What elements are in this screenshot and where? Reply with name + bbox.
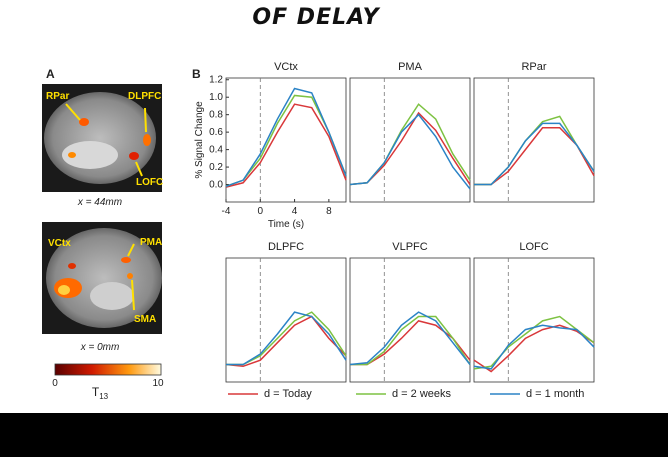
region-label: VCtx bbox=[48, 238, 71, 249]
series-line bbox=[225, 87, 347, 187]
charts: VCtx 0.0 0.2 0.4 0.6 0.8 1.0 1.2 -4 0 4 8 Time (s) % … bbox=[194, 61, 595, 400]
plot-frame bbox=[225, 77, 347, 203]
series-line bbox=[225, 315, 347, 368]
series-line bbox=[349, 113, 471, 190]
caption: x = 0mm bbox=[80, 342, 120, 353]
colorbar-label-sub: 13 bbox=[99, 392, 108, 401]
slide-title: OF DELAY bbox=[252, 5, 380, 30]
colorbar-min: 0 bbox=[52, 378, 58, 389]
y-tick-label: 0.2 bbox=[209, 162, 223, 173]
region-label: DLPFC bbox=[128, 91, 161, 102]
panel-label: B bbox=[192, 67, 201, 81]
caption: x = 44mm bbox=[77, 197, 122, 208]
plot-frame bbox=[349, 77, 471, 203]
brain-image bbox=[42, 84, 162, 192]
legend-label: d = Today bbox=[264, 388, 312, 400]
y-axis-label: % Signal Change bbox=[194, 101, 205, 179]
legend-label: d = 1 month bbox=[526, 388, 584, 400]
brain-image bbox=[42, 222, 162, 334]
series-line bbox=[350, 315, 471, 366]
panel-label: A bbox=[46, 67, 55, 81]
plot-frame bbox=[473, 257, 595, 383]
colorbar-label-main: T bbox=[92, 385, 100, 399]
x-axis-label: Time (s) bbox=[268, 219, 304, 230]
chart-title: DLPFC bbox=[268, 241, 304, 253]
plot-frame bbox=[225, 257, 347, 383]
series-line bbox=[473, 324, 595, 370]
chart-title: RPar bbox=[521, 61, 546, 73]
colorbar-max: 10 bbox=[152, 378, 164, 389]
y-tick-label: 0.4 bbox=[209, 145, 223, 156]
chart-title: VLPFC bbox=[392, 241, 428, 253]
colorbar-label: T13 bbox=[92, 385, 109, 401]
chart-title: VCtx bbox=[274, 61, 298, 73]
y-tick-label: 0.0 bbox=[209, 180, 223, 191]
chart-title: PMA bbox=[398, 61, 423, 73]
x-tick-label: 8 bbox=[326, 206, 332, 217]
region-label: SMA bbox=[134, 314, 156, 325]
series-line bbox=[474, 122, 595, 186]
x-tick-label: 4 bbox=[292, 206, 298, 217]
region-label: LOFC bbox=[136, 177, 163, 188]
y-tick-label: 1.0 bbox=[209, 92, 223, 103]
series-line bbox=[225, 103, 347, 188]
region-label: RPar bbox=[46, 91, 69, 102]
black-bar bbox=[0, 413, 668, 457]
series-line bbox=[349, 311, 471, 366]
x-tick-label: 0 bbox=[258, 206, 264, 217]
colorbar bbox=[54, 363, 162, 376]
y-tick-label: 0.6 bbox=[209, 127, 223, 138]
plot-frame bbox=[349, 257, 471, 383]
series-line bbox=[473, 324, 595, 373]
legend-label: d = 2 weeks bbox=[392, 388, 452, 400]
y-tick-label: 0.8 bbox=[209, 110, 223, 121]
x-tick-label: -4 bbox=[222, 206, 231, 217]
region-label: PMA bbox=[140, 237, 162, 248]
series-line bbox=[226, 311, 347, 366]
chart-title: LOFC bbox=[519, 241, 548, 253]
y-tick-label: 1.2 bbox=[209, 75, 223, 86]
